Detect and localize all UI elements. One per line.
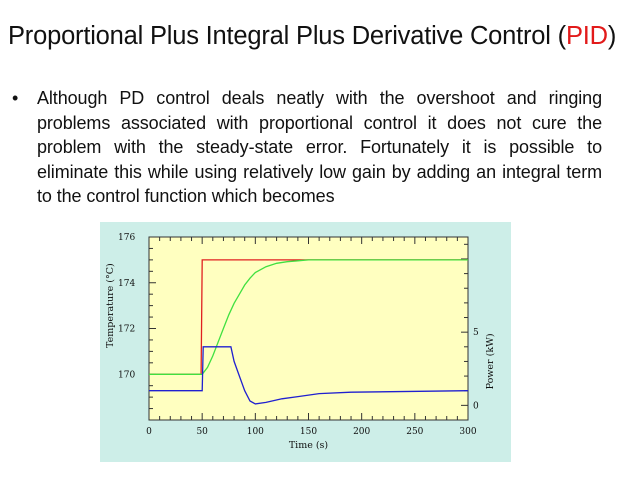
y-tick-label: 176 <box>118 233 135 243</box>
y-tick-label: 170 <box>118 370 135 380</box>
y2-axis-label: Power (kW) <box>485 333 496 389</box>
x-tick-label: 200 <box>353 427 370 437</box>
title-close: ) <box>607 22 617 50</box>
x-tick-label: 0 <box>146 427 152 437</box>
x-tick-label: 300 <box>459 427 476 437</box>
x-tick-label: 50 <box>196 427 208 437</box>
x-tick-label: 150 <box>300 427 317 437</box>
bullet-list: • Although PD control deals neatly with … <box>12 86 602 209</box>
pid-response-chart: 0 50 100 150 200 250 300 170 172 174 176 0 5 Time (s)… <box>100 222 511 462</box>
series-line-2 <box>149 346 469 405</box>
title-main: Proportional Plus Integral Plus Derivati… <box>8 22 566 50</box>
x-tick-label: 100 <box>247 427 264 437</box>
bullet-icon: • <box>12 88 19 108</box>
slide-title: Proportional Plus Integral Plus Derivati… <box>8 22 638 51</box>
plot-area <box>148 236 469 421</box>
y-tick-label: 174 <box>118 279 135 289</box>
x-tick-label: 250 <box>406 427 423 437</box>
x-axis-label: Time (s) <box>289 440 328 451</box>
y-tick-label: 172 <box>118 325 135 335</box>
bullet-text: Although PD control deals neatly with th… <box>37 88 602 206</box>
y-axis-label: Temperature (°C) <box>105 263 116 348</box>
y2-tick-label: 0 <box>473 401 479 411</box>
chart-svg: 0 50 100 150 200 250 300 170 172 174 176 0 5 Time (s)… <box>105 233 496 451</box>
y2-tick-label: 5 <box>473 328 479 338</box>
title-accent: PID <box>565 22 608 50</box>
series-line-1 <box>149 259 468 375</box>
